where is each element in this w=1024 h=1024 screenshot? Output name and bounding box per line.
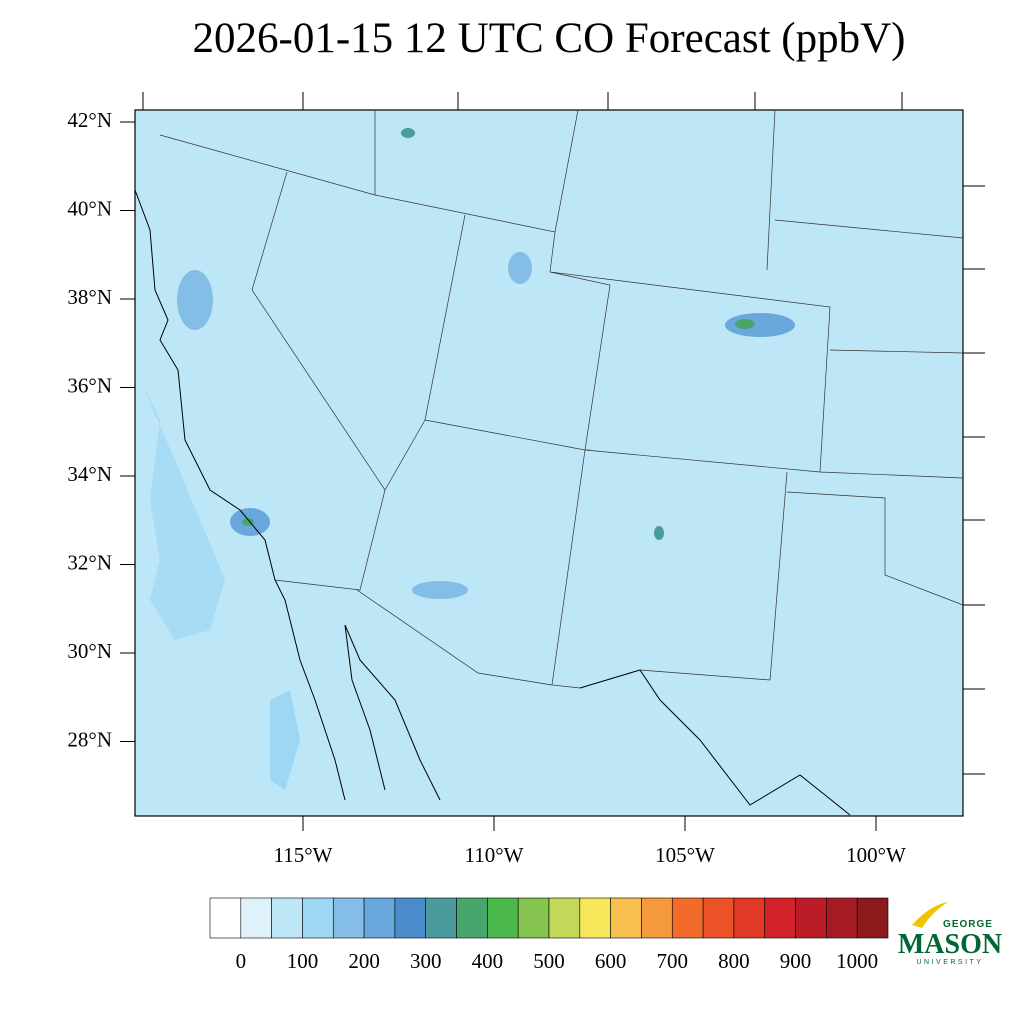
colorbar-label: 500 [533, 949, 565, 973]
lat-label: 38°N [67, 285, 112, 309]
haze [242, 518, 254, 526]
colorbar-box [487, 897, 519, 939]
colorbar-box [610, 897, 642, 939]
haze [725, 313, 795, 337]
haze [735, 319, 755, 329]
haze [412, 581, 468, 599]
lat-label: 34°N [67, 462, 112, 486]
logo-bottom: UNIVERSITY [916, 959, 983, 966]
lat-label: 30°N [67, 639, 112, 663]
colorbar-box [332, 897, 365, 939]
colorbar-box [271, 897, 303, 939]
state-borders [159, 109, 964, 689]
map [134, 109, 964, 817]
colorbar-box [826, 897, 858, 939]
colorbar-label: 700 [657, 949, 689, 973]
colorbar-box [795, 897, 827, 939]
lat-label: 32°N [67, 550, 112, 574]
colorbar-box [856, 897, 889, 939]
ocean-plume [140, 380, 225, 640]
colorbar-label: 600 [595, 949, 627, 973]
lon-label: 115°W [274, 843, 333, 867]
coastline [134, 189, 346, 801]
logo-swoosh [912, 902, 948, 928]
colorbar-box [579, 897, 611, 939]
colorbar-box [394, 897, 427, 939]
colorbar-box [733, 897, 766, 939]
colorbar-box [548, 897, 581, 939]
colorbar-label: 100 [287, 949, 319, 973]
colorbar-box [209, 897, 242, 939]
colorbar-box [302, 897, 334, 939]
lat-label: 36°N [67, 373, 112, 397]
logo-top: GEORGE [943, 919, 993, 930]
colorbar-label: 900 [780, 949, 812, 973]
coastline [344, 624, 386, 791]
lat-label: 28°N [67, 727, 112, 751]
colorbar-box [641, 897, 673, 939]
colorbar-label: 200 [348, 949, 380, 973]
colorbar-label: 1000 [836, 949, 878, 973]
colorbar-box [702, 897, 735, 939]
lat-label: 42°N [67, 108, 112, 132]
lon-label: 105°W [655, 843, 715, 867]
title: 2026-01-15 12 UTC CO Forecast (ppbV) [193, 15, 906, 62]
colorbar-box [425, 897, 457, 939]
haze [401, 128, 415, 138]
colorbar-box [240, 897, 272, 939]
colorbar-label: 800 [718, 949, 750, 973]
haze [654, 526, 664, 540]
gulf-plume [270, 690, 300, 790]
colorbar-label: 300 [410, 949, 442, 973]
coastline [344, 624, 441, 801]
colorbar-label: 0 [236, 949, 247, 973]
haze [508, 252, 532, 284]
lat-label: 40°N [67, 196, 112, 220]
lon-label: 110°W [465, 843, 524, 867]
haze [177, 270, 213, 330]
colorbar-label: 400 [472, 949, 504, 973]
colorbar-box [517, 897, 550, 939]
lon-label: 100°W [846, 843, 906, 867]
colorbar-box [671, 897, 704, 939]
map-frame [134, 109, 964, 817]
colorbar-box [456, 897, 488, 939]
colorbar-box [363, 897, 396, 939]
logo-name: MASON [898, 929, 1002, 960]
colorbar-box [764, 897, 796, 939]
